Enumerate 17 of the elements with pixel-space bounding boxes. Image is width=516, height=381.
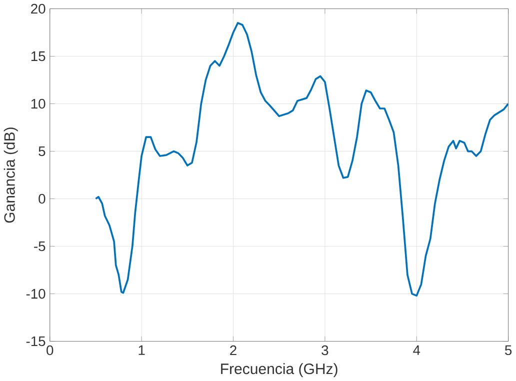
y-tick-label: 20 bbox=[31, 4, 46, 14]
x-axis-title: Frecuencia (GHz) bbox=[221, 363, 338, 378]
y-tick-label: -10 bbox=[26, 288, 46, 299]
x-tick-label: 3 bbox=[322, 345, 328, 356]
y-tick-label: 15 bbox=[31, 51, 46, 62]
x-tick-label: 4 bbox=[413, 345, 420, 355]
x-tick-label: 0 bbox=[46, 345, 54, 356]
x-tick-label: 1 bbox=[138, 345, 145, 355]
line-series bbox=[94, 22, 508, 297]
x-tick-label: 2 bbox=[230, 345, 236, 356]
y-axis-title: Ganancia (dB) bbox=[4, 128, 18, 223]
y-tick-label: 0 bbox=[38, 194, 46, 204]
y-tick-label: 10 bbox=[31, 98, 46, 109]
y-tick-label: 5 bbox=[38, 146, 46, 156]
x-tick-label: 5 bbox=[505, 345, 512, 356]
y-tick-label: -15 bbox=[26, 336, 46, 346]
y-tick-label: -5 bbox=[34, 241, 46, 252]
